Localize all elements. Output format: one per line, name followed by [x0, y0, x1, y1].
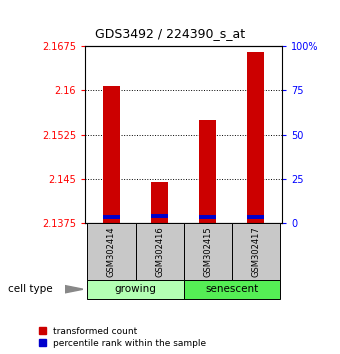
Text: GSM302417: GSM302417 — [251, 226, 260, 277]
Bar — [136, 223, 184, 280]
Bar — [184, 223, 232, 280]
Bar — [232, 223, 280, 280]
Bar — [184, 280, 280, 299]
Text: GDS3492 / 224390_s_at: GDS3492 / 224390_s_at — [95, 27, 245, 40]
Text: GSM302415: GSM302415 — [203, 226, 212, 277]
Bar — [87, 280, 184, 299]
Bar — [247, 215, 264, 219]
Bar — [151, 214, 168, 218]
Text: cell type: cell type — [8, 284, 53, 294]
Text: GSM302416: GSM302416 — [155, 226, 164, 277]
Bar — [151, 182, 168, 223]
Text: growing: growing — [115, 284, 156, 295]
Bar — [103, 86, 120, 223]
Text: senescent: senescent — [205, 284, 258, 295]
Polygon shape — [65, 285, 83, 293]
Text: GSM302414: GSM302414 — [107, 226, 116, 277]
Bar — [87, 223, 136, 280]
Bar — [199, 215, 216, 219]
Legend: transformed count, percentile rank within the sample: transformed count, percentile rank withi… — [38, 327, 206, 348]
Bar — [103, 215, 120, 219]
Bar — [247, 52, 264, 223]
Bar — [199, 120, 216, 223]
